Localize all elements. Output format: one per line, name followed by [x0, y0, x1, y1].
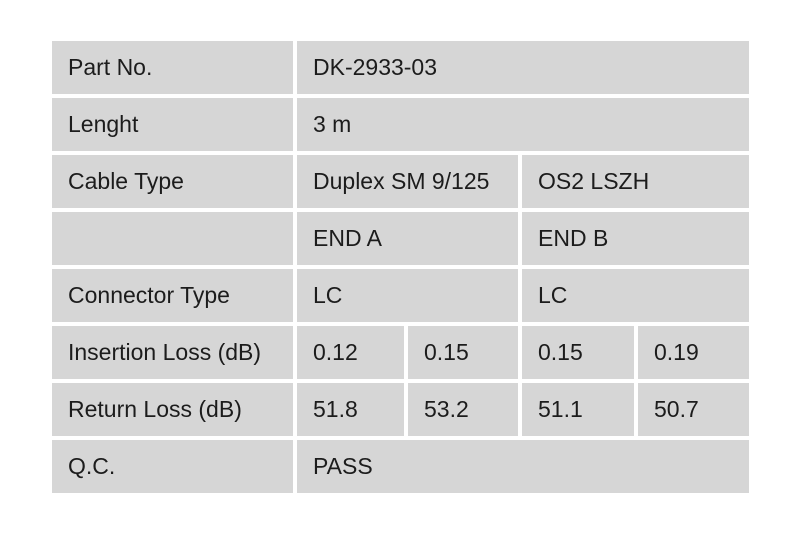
return-loss-end-a-1: 51.8 — [297, 383, 404, 436]
return-loss-end-a-2: 53.2 — [408, 383, 518, 436]
cable-type-value-b: OS2 LSZH — [522, 155, 749, 208]
insertion-loss-end-b-2: 0.19 — [638, 326, 749, 379]
length-value: 3 m — [297, 98, 749, 151]
qc-label: Q.C. — [52, 440, 293, 493]
spec-table: Part No. DK-2933-03 Lenght 3 m Cable Typ… — [52, 41, 749, 493]
insertion-loss-end-b-1: 0.15 — [522, 326, 634, 379]
return-loss-end-b-1: 51.1 — [522, 383, 634, 436]
insertion-loss-end-a-2: 0.15 — [408, 326, 518, 379]
length-label: Lenght — [52, 98, 293, 151]
end-a-header: END A — [297, 212, 518, 265]
insertion-loss-end-a-1: 0.12 — [297, 326, 404, 379]
part-no-value: DK-2933-03 — [297, 41, 749, 94]
part-no-label: Part No. — [52, 41, 293, 94]
connector-type-label: Connector Type — [52, 269, 293, 322]
insertion-loss-label: Insertion Loss (dB) — [52, 326, 293, 379]
cable-type-value-a: Duplex SM 9/125 — [297, 155, 518, 208]
return-loss-label: Return Loss (dB) — [52, 383, 293, 436]
connector-type-value-b: LC — [522, 269, 749, 322]
cable-type-label: Cable Type — [52, 155, 293, 208]
connector-type-value-a: LC — [297, 269, 518, 322]
return-loss-end-b-2: 50.7 — [638, 383, 749, 436]
end-b-header: END B — [522, 212, 749, 265]
ends-header-empty-label — [52, 212, 293, 265]
qc-value: PASS — [297, 440, 749, 493]
